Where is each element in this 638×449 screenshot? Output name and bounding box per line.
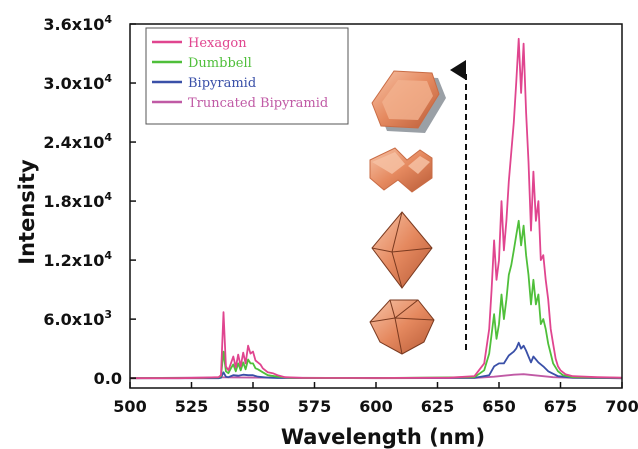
y-tick-label: 1.2x104	[43, 249, 112, 270]
x-tick-label: 550	[236, 397, 269, 416]
y-tick-label: 6.0x103	[43, 308, 112, 329]
y-tick-label: 3.6x104	[43, 13, 112, 34]
y-tick-layer: 0.0 6.0x103 1.2x104 1.8x104 2.4x104 3.0x104 3.…	[43, 13, 136, 388]
x-tick-label: 500	[113, 397, 146, 416]
truncated-bipyramid-crystal-icon	[369, 299, 435, 355]
x-tick-label: 700	[605, 397, 638, 416]
dumbbell-crystal-icon	[369, 147, 433, 193]
series-line-2	[130, 341, 623, 380]
bipyramid-crystal-icon	[371, 211, 433, 289]
x-axis-title: Wavelength (nm)	[281, 425, 485, 449]
crystal-illustrations	[369, 70, 446, 355]
y-axis-title: Intensity	[15, 159, 39, 265]
series-line-1	[129, 219, 623, 380]
legend-label-0: Hexagon	[188, 36, 247, 51]
y-tick-label: 3.0x104	[43, 72, 112, 93]
y-tick-label: 1.8x104	[43, 190, 112, 211]
x-tick-label: 650	[482, 397, 515, 416]
x-tick-label: 625	[421, 397, 454, 416]
legend-label-2: Bipyramid	[188, 76, 256, 91]
legend: Hexagon Dumbbell Bipyramid Truncated Bipyra…	[145, 27, 349, 125]
series-layer	[129, 37, 623, 380]
y-tick-label: 0.0	[94, 369, 122, 388]
y-tick-label: 2.4x104	[43, 131, 112, 152]
series-line-0	[130, 37, 623, 380]
x-tick-label: 675	[544, 397, 577, 416]
x-tick-label: 525	[175, 397, 208, 416]
hexagon-crystal-icon	[371, 70, 446, 133]
legend-label-3: Truncated Bipyramid	[188, 96, 328, 111]
x-tick-label: 575	[298, 397, 331, 416]
x-tick-layer: 500 525 550 575 600 625 650 675 700	[113, 382, 638, 416]
legend-box	[145, 27, 349, 125]
legend-label-1: Dumbbell	[188, 56, 252, 71]
x-tick-label: 600	[359, 397, 392, 416]
